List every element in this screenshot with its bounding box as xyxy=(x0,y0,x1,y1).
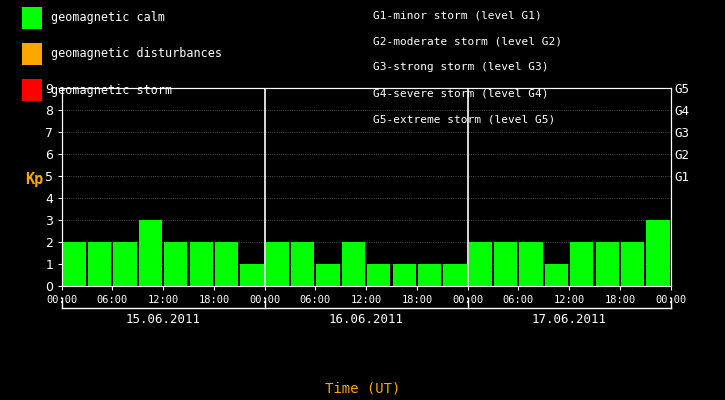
Bar xyxy=(240,264,264,286)
Bar xyxy=(468,242,492,286)
Text: 15.06.2011: 15.06.2011 xyxy=(125,313,201,326)
Bar xyxy=(621,242,645,286)
Bar xyxy=(138,220,162,286)
Text: G1-minor storm (level G1): G1-minor storm (level G1) xyxy=(373,10,542,20)
Bar xyxy=(595,242,619,286)
Text: 16.06.2011: 16.06.2011 xyxy=(328,313,404,326)
Bar xyxy=(519,242,543,286)
Bar xyxy=(189,242,213,286)
Text: Time (UT): Time (UT) xyxy=(325,382,400,396)
Text: G3-strong storm (level G3): G3-strong storm (level G3) xyxy=(373,62,549,72)
Text: G5-extreme storm (level G5): G5-extreme storm (level G5) xyxy=(373,114,555,124)
Bar xyxy=(164,242,188,286)
Bar xyxy=(392,264,416,286)
Text: G2-moderate storm (level G2): G2-moderate storm (level G2) xyxy=(373,36,563,46)
Bar xyxy=(62,242,86,286)
Text: G4-severe storm (level G4): G4-severe storm (level G4) xyxy=(373,88,549,98)
Text: 17.06.2011: 17.06.2011 xyxy=(531,313,607,326)
Bar xyxy=(341,242,365,286)
Y-axis label: Kp: Kp xyxy=(25,172,44,187)
Bar xyxy=(367,264,391,286)
Bar xyxy=(265,242,289,286)
Bar xyxy=(215,242,239,286)
Bar xyxy=(544,264,568,286)
Bar xyxy=(570,242,594,286)
Bar xyxy=(443,264,467,286)
Bar xyxy=(418,264,442,286)
Text: geomagnetic disturbances: geomagnetic disturbances xyxy=(51,48,222,60)
Bar xyxy=(646,220,670,286)
Bar xyxy=(113,242,137,286)
Bar xyxy=(494,242,518,286)
Bar xyxy=(291,242,315,286)
Text: geomagnetic calm: geomagnetic calm xyxy=(51,12,165,24)
Text: geomagnetic storm: geomagnetic storm xyxy=(51,84,172,96)
Bar xyxy=(316,264,340,286)
Bar xyxy=(88,242,112,286)
